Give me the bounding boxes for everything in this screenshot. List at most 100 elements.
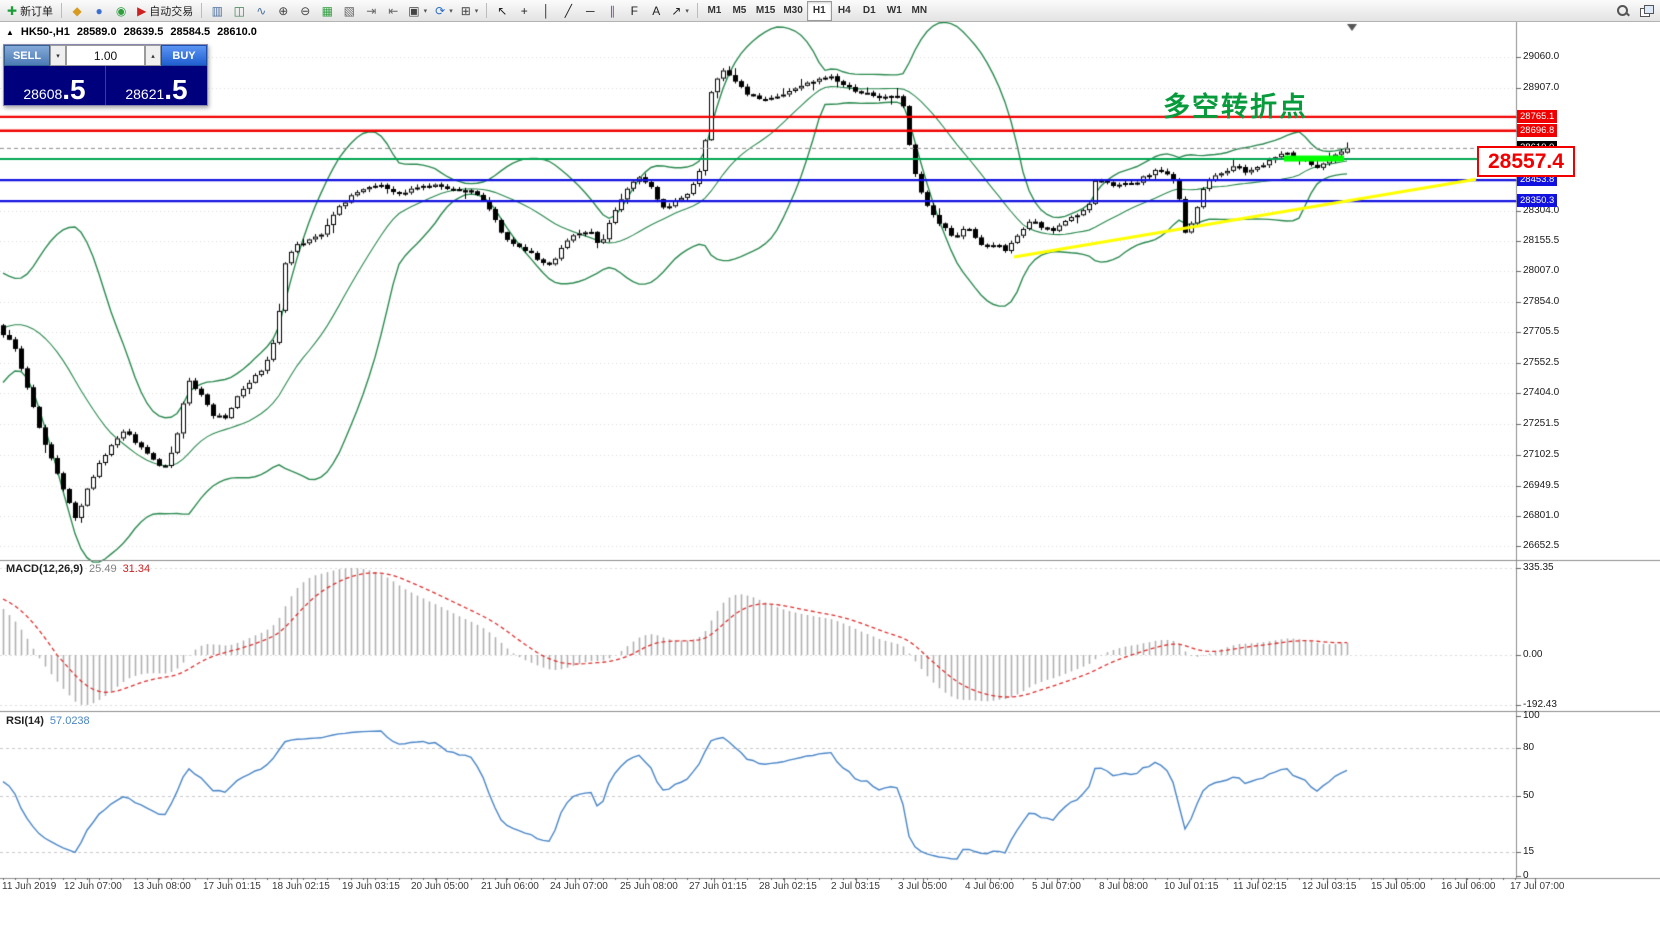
market-watch-button[interactable]: ● — [88, 1, 110, 21]
bar-chart-button[interactable]: ▥ — [206, 1, 228, 21]
chevron-down-icon: ▾ — [56, 52, 60, 60]
chart-ohlc-header: ▲ HK50-,H1 28589.0 28639.5 28584.5 28610… — [6, 26, 257, 38]
horizontal-line-icon: ─ — [586, 3, 595, 18]
search-icon — [1617, 4, 1629, 17]
timeframe-m15-button[interactable]: M15 — [752, 1, 779, 21]
chart-shift-button[interactable]: ⇤ — [382, 1, 404, 21]
cascade-windows-button[interactable]: ▧ — [338, 1, 360, 21]
zoom-out-button[interactable]: ⊖ — [294, 1, 316, 21]
fibonacci-button[interactable]: F — [623, 1, 645, 21]
chevron-down-icon: ▾ — [685, 7, 689, 15]
timeframe-h1-button[interactable]: H1 — [806, 0, 832, 21]
search-button[interactable] — [1612, 1, 1634, 21]
buy-price-big-digit: .5 — [164, 74, 188, 105]
chevron-down-icon: ▾ — [474, 7, 479, 15]
macd-name: MACD(12,26,9) — [6, 563, 84, 575]
toolbar-separator — [201, 3, 203, 18]
volume-increase-button[interactable]: ▴ — [145, 45, 161, 66]
crosshair-button[interactable]: + — [513, 1, 535, 21]
charts-button[interactable]: ◆ — [66, 1, 88, 21]
candlestick-chart-icon: ◫ — [233, 3, 245, 18]
drawing-tools-group: ↖ + │ ╱ ─ ∥ F A ↗ ▾ — [491, 1, 693, 21]
new-order-icon: ✚ — [7, 3, 18, 18]
navigator-icon: ◉ — [115, 3, 127, 18]
timeframe-h4-button[interactable]: H4 — [832, 1, 857, 21]
market-watch-icon: ● — [95, 3, 103, 18]
chart-symbol: HK50-,H1 — [20, 26, 70, 38]
chart-shift-icon: ⇤ — [388, 3, 399, 18]
chevron-down-icon: ▾ — [423, 7, 428, 15]
windows-icon — [1639, 5, 1654, 17]
crosshair-icon: + — [520, 3, 528, 18]
macd-main-value: 25.49 — [89, 563, 117, 575]
buy-button[interactable]: BUY — [161, 45, 207, 66]
arrows-icon: ↗ — [671, 3, 682, 18]
chart-area[interactable] — [0, 22, 1660, 952]
candlestick-chart-button[interactable]: ◫ — [228, 1, 250, 21]
rsi-indicator-label: RSI(14) 57.0238 — [6, 715, 90, 727]
arrows-button[interactable]: ↗ ▾ — [667, 1, 693, 21]
equidistant-channel-button[interactable]: ∥ — [601, 1, 623, 21]
bar-chart-icon: ▥ — [211, 3, 223, 18]
zoom-out-icon: ⊖ — [300, 3, 311, 18]
vertical-line-button[interactable]: │ — [535, 1, 557, 21]
volume-decrease-button[interactable]: ▾ — [50, 45, 66, 66]
charts-icon: ◆ — [72, 3, 82, 18]
buy-price[interactable]: 28621.5 — [105, 66, 207, 105]
line-chart-button[interactable]: ∿ — [250, 1, 272, 21]
profiles-icon: ⟳ — [435, 3, 446, 18]
ohlc-open: 28589.0 — [76, 26, 117, 38]
sell-button[interactable]: SELL — [4, 45, 50, 66]
new-order-button[interactable]: ✚ 新订单 — [3, 1, 57, 21]
timeframe-mn-button[interactable]: MN — [907, 1, 932, 21]
timeframes-group: M1 M5 M15 M30 H1 H4 D1 W1 MN — [702, 0, 932, 21]
cursor-button[interactable]: ↖ — [491, 1, 513, 21]
horizontal-line-button[interactable]: ─ — [579, 1, 601, 21]
indicators-button[interactable]: ⊞ ▾ — [457, 1, 483, 21]
trendline-button[interactable]: ╱ — [557, 1, 579, 21]
trendline-icon: ╱ — [564, 3, 572, 18]
fibonacci-icon: F — [630, 3, 638, 18]
toolbar: ✚ 新订单 ◆ ● ◉ ▶ 自动交易 ▥ ◫ ∿ ⊕ ⊖ ▦ ▧ ⇥ ⇤ ▣ ▾ ⟳ ▾ ⊞ ▾ ↖ + │ ╱ ─ ∥ F… — [0, 0, 1660, 22]
one-click-trading-panel: SELL ▾ 1.00 ▴ BUY 28608.5 28621.5 — [3, 44, 208, 106]
auto-trading-button[interactable]: ▶ 自动交易 — [133, 1, 197, 21]
new-chart-icon: ▣ — [408, 3, 420, 18]
navigator-button[interactable]: ◉ — [110, 1, 132, 21]
time-axis[interactable] — [0, 878, 1516, 898]
volume-input[interactable]: 1.00 — [66, 45, 145, 66]
zoom-in-button[interactable]: ⊕ — [272, 1, 294, 21]
tile-windows-button[interactable]: ▦ — [316, 1, 338, 21]
auto-trading-label: 自动交易 — [149, 5, 194, 18]
timeframe-w1-button[interactable]: W1 — [882, 1, 907, 21]
chart-icons-group: ▥ ◫ ∿ ⊕ ⊖ ▦ ▧ ⇥ ⇤ ▣ ▾ ⟳ ▾ ⊞ ▾ — [206, 1, 482, 21]
vertical-line-icon: │ — [542, 3, 551, 18]
timeframe-m5-button[interactable]: M5 — [727, 1, 752, 21]
tile-windows-icon: ▦ — [321, 3, 333, 18]
timeframe-d1-button[interactable]: D1 — [857, 1, 882, 21]
equidistant-channel-icon: ∥ — [609, 3, 616, 18]
toolbar-separator — [486, 3, 488, 18]
windows-button[interactable] — [1635, 1, 1657, 21]
sell-price-main: 28608 — [23, 86, 63, 102]
indicators-icon: ⊞ — [460, 3, 471, 18]
timeframe-m30-button[interactable]: M30 — [779, 1, 806, 21]
auto-trading-icon: ▶ — [137, 3, 147, 18]
ohlc-high: 28639.5 — [123, 26, 164, 38]
sell-price[interactable]: 28608.5 — [4, 66, 105, 105]
line-chart-icon: ∿ — [256, 3, 267, 18]
text-label-button[interactable]: A — [645, 1, 667, 21]
chevron-down-icon: ▾ — [449, 7, 453, 15]
auto-scroll-icon: ⇥ — [366, 3, 377, 18]
rsi-value: 57.0238 — [49, 715, 90, 727]
zoom-in-icon: ⊕ — [278, 3, 289, 18]
timeframe-m1-button[interactable]: M1 — [702, 1, 727, 21]
turning-point-annotation: 多空转折点 — [1163, 92, 1308, 122]
new-chart-button[interactable]: ▣ ▾ — [404, 1, 431, 21]
auto-scroll-button[interactable]: ⇥ — [360, 1, 382, 21]
sell-price-big-digit: .5 — [62, 74, 86, 105]
chevron-up-icon: ▴ — [151, 52, 155, 60]
profiles-button[interactable]: ⟳ ▾ — [431, 1, 457, 21]
symbol-up-icon: ▲ — [6, 27, 14, 37]
toolbar-separator — [696, 3, 698, 18]
